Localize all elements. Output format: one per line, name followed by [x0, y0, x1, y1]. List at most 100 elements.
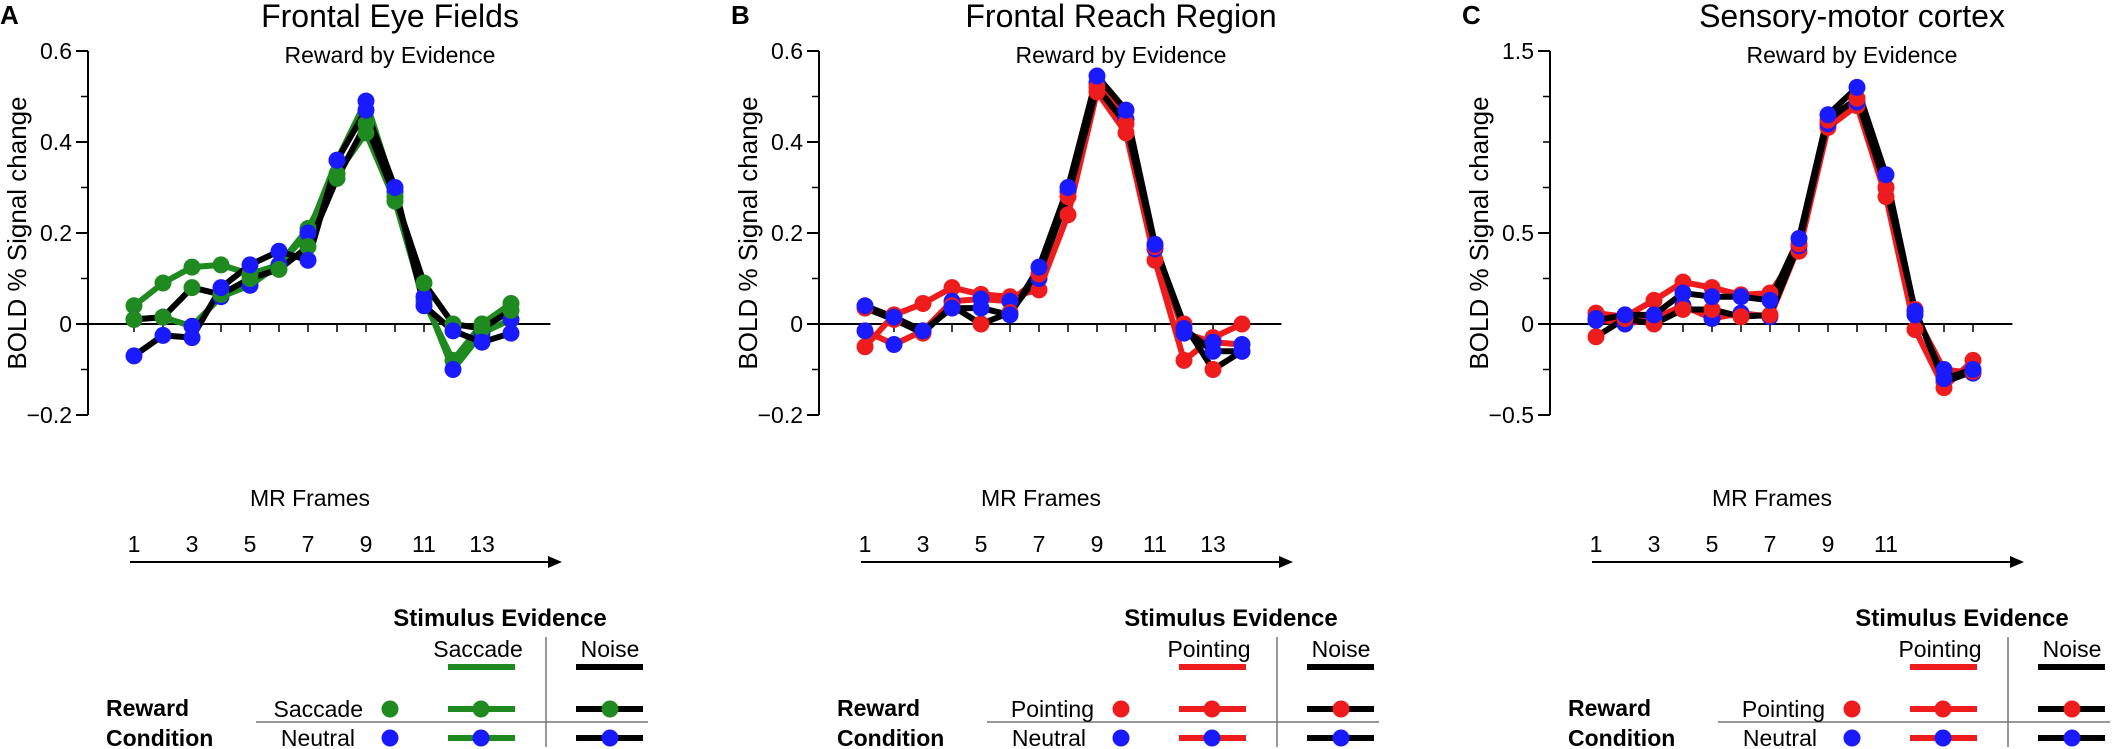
x-tick-label: 13 [469, 531, 495, 557]
legend-neutral-label: Neutral [1743, 725, 1817, 749]
data-point [1848, 78, 1866, 96]
data-point [943, 299, 961, 317]
x-tick-label: 1 [1590, 531, 1603, 557]
data-point [1732, 308, 1750, 326]
data-point [415, 297, 433, 315]
panel-title: Frontal Reach Region [965, 0, 1276, 34]
legend-noise-label: Noise [581, 636, 640, 662]
data-point [328, 169, 346, 187]
legend-reward-label: Pointing [1011, 696, 1094, 722]
x-tick-label: 13 [1200, 531, 1226, 557]
panel-subtitle: Reward by Evidence [285, 42, 496, 68]
x-axis-label: MR Frames [1712, 485, 1832, 511]
data-point [1117, 101, 1135, 119]
data-point [270, 260, 288, 278]
legend-combo-marker [1332, 700, 1350, 718]
data-point [914, 322, 932, 340]
data-point [212, 279, 230, 297]
legend-neutral-marker [1112, 729, 1130, 747]
y-tick-label: 0.6 [771, 38, 803, 64]
legend-combo-marker [601, 700, 619, 718]
y-tick-label: −0.2 [27, 402, 72, 428]
legend-neutral-label: Neutral [281, 725, 355, 749]
y-tick-label: 0.2 [40, 220, 72, 246]
data-point [1761, 291, 1779, 309]
legend-reward-marker [1112, 700, 1130, 718]
x-tick-label: 11 [412, 531, 436, 557]
y-tick-label: −0.2 [758, 402, 803, 428]
y-tick-label: 0.4 [40, 129, 72, 155]
panel-letter: C [1462, 0, 1481, 30]
data-point [183, 279, 201, 297]
x-tick-label: 3 [186, 531, 199, 557]
data-point [183, 329, 201, 347]
legend-combo-marker [472, 729, 490, 747]
y-tick-label: 0.4 [771, 129, 803, 155]
data-point [1645, 291, 1663, 309]
data-point [154, 308, 172, 326]
data-point [1616, 306, 1634, 324]
legend-combo-marker [2063, 729, 2081, 747]
data-point [183, 258, 201, 276]
condition-label: Condition [106, 725, 213, 749]
x-axis-label: MR Frames [981, 485, 1101, 511]
data-point [125, 347, 143, 365]
x-axis-label: MR Frames [250, 485, 370, 511]
data-point [1674, 284, 1692, 302]
data-point [1761, 306, 1779, 324]
legend-neutral-marker [381, 729, 399, 747]
x-tick-label: 11 [1143, 531, 1167, 557]
data-point [856, 297, 874, 315]
data-point [328, 151, 346, 169]
frames-arrowhead [2010, 556, 2024, 568]
panel-letter: A [0, 0, 19, 30]
condition-label: Condition [1568, 725, 1675, 749]
legend-reward-marker [381, 700, 399, 718]
x-tick-label: 5 [975, 531, 988, 557]
x-tick-label: 7 [302, 531, 315, 557]
data-point [212, 256, 230, 274]
legend-noise-label: Noise [1312, 636, 1371, 662]
legend-combo-marker [1203, 729, 1221, 747]
x-tick-label: 1 [128, 531, 141, 557]
data-point [1877, 166, 1895, 184]
legend-combo-marker [601, 729, 619, 747]
data-point [299, 238, 317, 256]
panel-subtitle: Reward by Evidence [1747, 42, 1958, 68]
data-point [125, 310, 143, 328]
x-tick-label: 7 [1764, 531, 1777, 557]
legend-header: Stimulus Evidence [1855, 605, 2068, 632]
data-point [856, 322, 874, 340]
reward-label: Reward [1568, 695, 1651, 721]
data-point [1175, 351, 1193, 369]
data-point [154, 274, 172, 292]
legend-combo-marker [1332, 729, 1350, 747]
data-point [1732, 288, 1750, 306]
legend-header: Stimulus Evidence [1124, 605, 1337, 632]
data-point [299, 224, 317, 242]
x-tick-label: 9 [360, 531, 373, 557]
data-point [1703, 288, 1721, 306]
legend-reward-label: Saccade [273, 696, 363, 722]
y-tick-label: 0.5 [1502, 220, 1534, 246]
legend: Stimulus Evidence Pointing Noise Reward Cond… [1568, 605, 2110, 749]
y-tick-label: 1.5 [1502, 38, 1534, 64]
data-point [1645, 306, 1663, 324]
reward-label: Reward [837, 695, 920, 721]
data-point [885, 335, 903, 353]
x-tick-label: 5 [1706, 531, 1719, 557]
data-point [1204, 361, 1222, 378]
data-point [1790, 229, 1808, 247]
data-point [415, 274, 433, 292]
y-axis-label: BOLD % Signal change [2, 96, 32, 369]
x-tick-label: 5 [244, 531, 257, 557]
x-tick-label: 3 [917, 531, 930, 557]
x-tick-label: 9 [1822, 531, 1835, 557]
data-point [154, 326, 172, 344]
data-point [885, 308, 903, 326]
data-point [1703, 300, 1721, 318]
legend-combo-marker [2063, 700, 2081, 718]
data-point [1233, 342, 1251, 360]
x-tick-label: 3 [1648, 531, 1661, 557]
legend-combo-marker [1934, 729, 1952, 747]
